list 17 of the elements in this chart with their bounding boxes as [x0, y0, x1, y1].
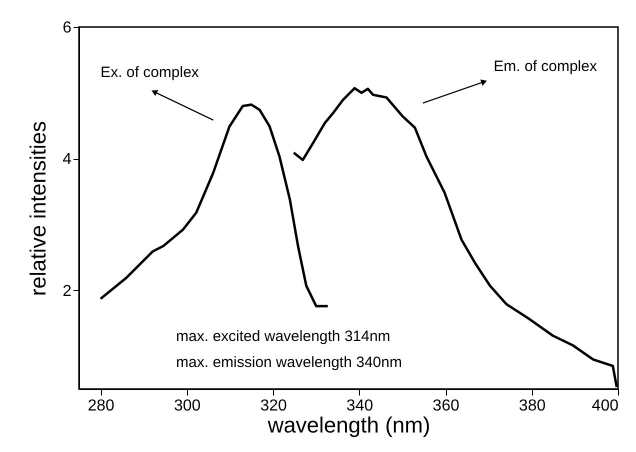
x-tick-label: 380: [518, 398, 546, 414]
x-tick-label: 400: [592, 398, 619, 414]
annotation: Em. of complex: [494, 58, 598, 76]
y-tick-label: 2: [62, 282, 72, 300]
x-tick-label: 360: [432, 398, 460, 414]
x-axis-title: wavelength (nm): [266, 412, 430, 438]
y-tick-label: 6: [62, 20, 72, 36]
annotation: max. excited wavelength 314nm: [176, 328, 390, 346]
x-tick-label: 300: [174, 398, 201, 414]
x-tick-label: 320: [260, 398, 287, 414]
annotation: max. emission wavelength 340nm: [176, 354, 402, 372]
y-axis-title: relative intensities: [26, 121, 51, 296]
y-tick-label: 4: [62, 151, 72, 168]
line-series: [99, 103, 330, 308]
x-tick-label: 280: [88, 398, 115, 414]
annotation: Ex. of complex: [100, 64, 200, 81]
x-tick-label: 340: [346, 398, 374, 414]
